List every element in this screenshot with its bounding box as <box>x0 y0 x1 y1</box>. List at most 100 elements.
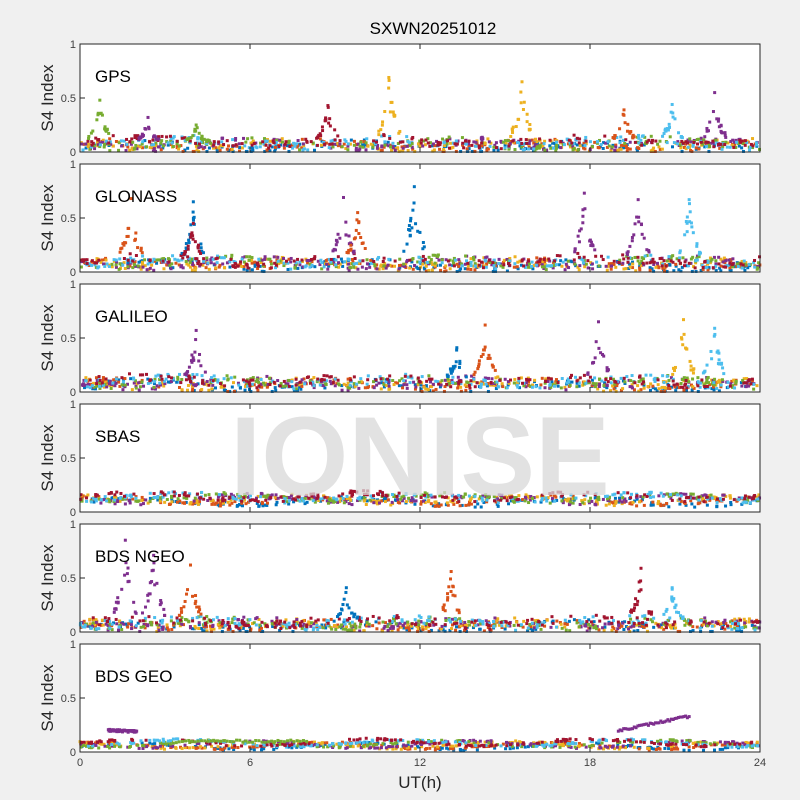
data-point <box>213 502 217 506</box>
data-point <box>691 231 695 235</box>
data-point <box>336 144 340 148</box>
data-point <box>320 125 324 129</box>
data-point <box>371 499 375 503</box>
data-point <box>84 259 88 263</box>
data-point <box>668 263 672 267</box>
data-point <box>426 625 430 629</box>
data-point <box>579 227 583 231</box>
data-point <box>506 262 510 266</box>
data-point <box>94 497 98 501</box>
data-point <box>603 495 607 499</box>
data-point <box>191 210 195 214</box>
data-point <box>582 380 586 384</box>
data-point <box>555 140 559 144</box>
data-point <box>619 376 623 380</box>
data-point <box>447 381 451 385</box>
data-point <box>515 383 519 387</box>
data-point <box>188 260 192 264</box>
data-point <box>609 148 613 152</box>
data-point <box>186 383 190 387</box>
data-point <box>448 367 452 371</box>
data-point <box>376 144 380 148</box>
data-point <box>396 628 400 632</box>
data-point <box>560 376 564 380</box>
data-point <box>417 267 421 271</box>
data-point <box>487 353 491 357</box>
data-point <box>189 235 193 239</box>
data-point <box>207 388 211 392</box>
data-point <box>429 502 433 506</box>
data-point <box>315 496 319 500</box>
data-point <box>308 379 312 383</box>
data-point <box>383 621 387 625</box>
data-point <box>171 136 175 140</box>
data-point <box>349 262 353 266</box>
data-point <box>118 620 122 624</box>
data-point <box>674 389 678 393</box>
data-point <box>743 141 747 145</box>
data-point <box>719 264 723 268</box>
data-point <box>527 142 531 146</box>
data-point <box>671 260 675 264</box>
data-point <box>574 375 578 379</box>
data-point <box>701 497 705 501</box>
data-point <box>714 262 718 266</box>
data-point <box>423 491 427 495</box>
data-point <box>625 149 629 153</box>
data-point <box>754 141 758 145</box>
data-point <box>605 386 609 390</box>
data-point <box>533 500 537 504</box>
data-point <box>421 259 425 263</box>
data-point <box>483 323 487 327</box>
data-point <box>321 129 325 133</box>
data-point <box>748 145 752 149</box>
data-point <box>637 141 641 145</box>
data-point <box>729 624 733 628</box>
data-point <box>459 385 463 389</box>
data-point <box>133 238 137 242</box>
data-point <box>161 146 165 150</box>
data-point <box>421 144 425 148</box>
data-point <box>398 257 402 261</box>
data-point <box>405 258 409 262</box>
data-point <box>250 382 254 386</box>
data-point <box>695 258 699 262</box>
data-point <box>530 385 534 389</box>
data-point <box>720 378 724 382</box>
data-point <box>740 266 744 270</box>
data-point <box>122 261 126 265</box>
data-point <box>365 624 369 628</box>
data-point <box>206 498 210 502</box>
data-point <box>201 251 205 255</box>
data-point <box>158 381 162 385</box>
data-point <box>656 378 660 382</box>
data-point <box>559 140 563 144</box>
data-point <box>485 262 489 266</box>
data-point <box>152 268 156 272</box>
data-point <box>743 143 747 147</box>
data-point <box>230 385 234 389</box>
data-point <box>182 493 186 497</box>
data-point <box>332 619 336 623</box>
data-point <box>349 378 353 382</box>
data-point <box>287 139 291 143</box>
data-point <box>477 144 481 148</box>
data-point <box>691 385 695 389</box>
data-point <box>679 135 683 139</box>
data-point <box>377 255 381 259</box>
data-point <box>652 269 656 273</box>
data-point <box>751 144 755 148</box>
data-point <box>139 259 143 263</box>
data-point <box>415 624 419 628</box>
data-point <box>317 498 321 502</box>
data-point <box>126 262 130 266</box>
data-point <box>664 264 668 268</box>
data-point <box>381 498 385 502</box>
data-point <box>95 118 99 122</box>
data-point <box>692 386 696 390</box>
data-point <box>736 141 740 145</box>
data-point <box>350 494 354 498</box>
data-point <box>366 378 370 382</box>
data-point <box>706 259 710 263</box>
data-point <box>686 378 690 382</box>
